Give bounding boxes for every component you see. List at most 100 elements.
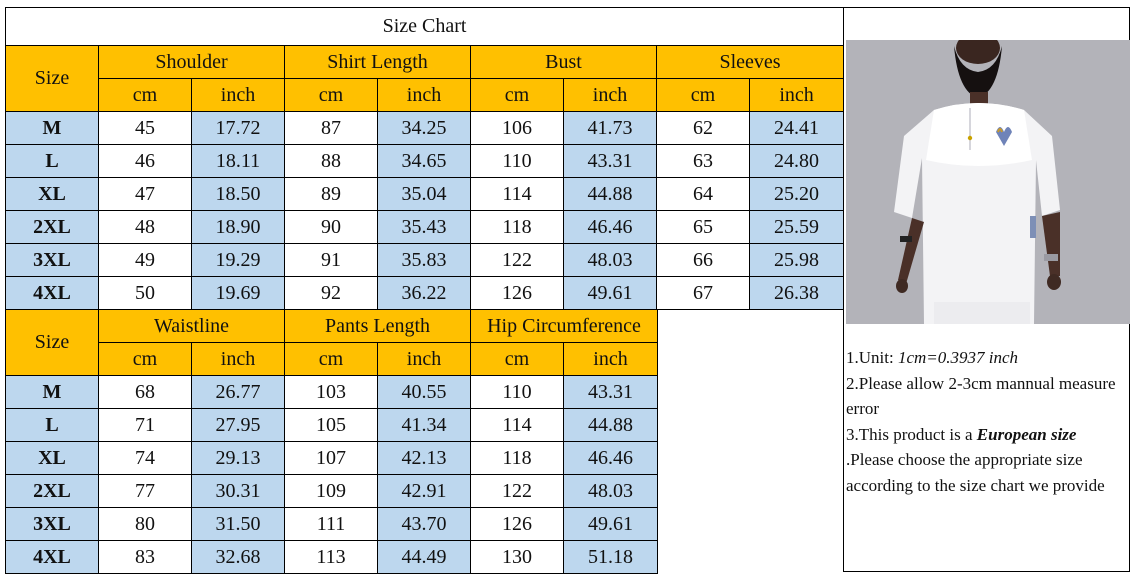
- value-cm: 110: [470, 375, 565, 409]
- value-inch: 29.13: [190, 441, 286, 475]
- value-cm: 89: [284, 177, 378, 211]
- value-inch: 49.61: [563, 507, 659, 541]
- unit-cm: cm: [98, 342, 192, 376]
- note-product-prefix: 3.This product is a: [846, 424, 977, 444]
- value-inch: 46.46: [563, 210, 657, 244]
- value-cm: 45: [98, 111, 192, 145]
- measure-header-row: Size Waistline Pants Length Hip Circumfe…: [5, 309, 659, 376]
- size-label: 4XL: [5, 540, 99, 574]
- product-photo: [846, 40, 1130, 324]
- size-notes: 1.Unit: 1cm=0.3937 inch 2.Please allow 2…: [846, 345, 1118, 498]
- unit-inch: inch: [377, 78, 471, 112]
- size-label: M: [5, 111, 99, 145]
- note-product-emphasis: European size: [976, 424, 1077, 444]
- value-inch: 30.31: [190, 474, 286, 508]
- value-cm: 46: [98, 144, 192, 178]
- col-header-pants-length: Pants Length: [284, 309, 472, 343]
- value-cm: 77: [98, 474, 192, 508]
- value-inch: 35.83: [377, 243, 471, 277]
- size-row: 3XL 80 31.50 111 43.70 126 49.61: [5, 507, 659, 541]
- value-inch: 18.11: [191, 144, 285, 178]
- value-cm: 67: [656, 276, 750, 310]
- size-row: L 46 18.11 88 34.65 110 43.31 63 24.80: [5, 144, 845, 178]
- value-cm: 126: [470, 276, 564, 310]
- value-cm: 68: [98, 375, 192, 409]
- value-inch: 48.03: [563, 243, 657, 277]
- unit-header-row: cm inch cm inch cm inch: [6, 342, 659, 376]
- value-cm: 106: [470, 111, 564, 145]
- value-inch: 17.72: [191, 111, 285, 145]
- value-inch: 44.88: [563, 408, 659, 442]
- value-cm: 126: [470, 507, 565, 541]
- size-label: 3XL: [5, 243, 99, 277]
- col-header-waistline: Waistline: [97, 309, 286, 343]
- unit-inch: inch: [563, 342, 659, 376]
- value-cm: 47: [98, 177, 192, 211]
- value-cm: 83: [98, 540, 192, 574]
- value-inch: 42.91: [377, 474, 472, 508]
- size-label: 3XL: [5, 507, 99, 541]
- value-inch: 48.03: [563, 474, 659, 508]
- value-inch: 46.46: [563, 441, 659, 475]
- value-inch: 49.61: [563, 276, 657, 310]
- value-cm: 107: [284, 441, 379, 475]
- size-table-bottom: Size Waistline Pants Length Hip Circumfe…: [5, 309, 659, 574]
- size-row: XL 74 29.13 107 42.13 118 46.46: [5, 441, 659, 475]
- value-cm: 62: [656, 111, 750, 145]
- size-row: L 71 27.95 105 41.34 114 44.88: [5, 408, 659, 442]
- chart-title: Size Chart: [4, 7, 845, 46]
- unit-cm: cm: [470, 78, 564, 112]
- value-cm: 88: [284, 144, 378, 178]
- note-unit-prefix: 1.Unit:: [846, 348, 898, 367]
- note-unit: 1.Unit: 1cm=0.3937 inch: [846, 345, 1118, 371]
- value-inch: 35.43: [377, 210, 471, 244]
- size-label: 4XL: [5, 276, 99, 310]
- value-cm: 50: [98, 276, 192, 310]
- value-cm: 114: [470, 408, 565, 442]
- value-inch: 25.59: [748, 210, 845, 244]
- unit-inch: inch: [563, 78, 657, 112]
- size-label: M: [5, 375, 99, 409]
- measure-header-row: Size Shoulder Shirt Length Bust Sleeves: [5, 45, 845, 112]
- value-inch: 18.90: [191, 210, 285, 244]
- size-row: M 45 17.72 87 34.25 106 41.73 62 24.41: [5, 111, 845, 145]
- value-inch: 44.88: [563, 177, 657, 211]
- size-row: 2XL 77 30.31 109 42.91 122 48.03: [5, 474, 659, 508]
- value-inch: 31.50: [190, 507, 286, 541]
- unit-cm: cm: [98, 78, 192, 112]
- value-inch: 43.31: [563, 375, 659, 409]
- value-cm: 66: [656, 243, 750, 277]
- value-inch: 35.04: [377, 177, 471, 211]
- size-row: 3XL 49 19.29 91 35.83 122 48.03 66 25.98: [5, 243, 845, 277]
- size-row: 4XL 83 32.68 113 44.49 130 51.18: [5, 540, 659, 574]
- value-cm: 49: [98, 243, 192, 277]
- value-cm: 74: [98, 441, 192, 475]
- size-row: M 68 26.77 103 40.55 110 43.31: [5, 375, 659, 409]
- unit-cm: cm: [284, 78, 378, 112]
- value-inch: 25.20: [748, 177, 845, 211]
- col-header-hip-circumference: Hip Circumference: [470, 309, 659, 343]
- value-cm: 80: [98, 507, 192, 541]
- value-inch: 34.65: [377, 144, 471, 178]
- value-cm: 130: [470, 540, 565, 574]
- size-row: XL 47 18.50 89 35.04 114 44.88 64 25.20: [5, 177, 845, 211]
- size-table-top: Size Chart Size Shoulder Shirt Length Bu…: [4, 7, 845, 310]
- col-header-shirt-length: Shirt Length: [284, 45, 471, 79]
- value-cm: 122: [470, 474, 565, 508]
- size-label: 2XL: [5, 474, 99, 508]
- size-label: L: [5, 408, 99, 442]
- note-product-suffix: .Please choose the appropriate size acco…: [846, 450, 1105, 495]
- value-inch: 34.25: [377, 111, 471, 145]
- product-info-panel: 1.Unit: 1cm=0.3937 inch 2.Please allow 2…: [843, 7, 1130, 572]
- value-cm: 65: [656, 210, 750, 244]
- value-inch: 19.69: [191, 276, 285, 310]
- size-label: 2XL: [5, 210, 99, 244]
- size-row: 4XL 50 19.69 92 36.22 126 49.61 67 26.38: [5, 276, 845, 310]
- col-header-bust: Bust: [470, 45, 657, 79]
- size-label: XL: [5, 441, 99, 475]
- note-unit-value: 1cm=0.3937 inch: [897, 348, 1019, 367]
- value-cm: 118: [470, 210, 564, 244]
- value-inch: 26.77: [190, 375, 286, 409]
- value-cm: 109: [284, 474, 379, 508]
- value-cm: 114: [470, 177, 564, 211]
